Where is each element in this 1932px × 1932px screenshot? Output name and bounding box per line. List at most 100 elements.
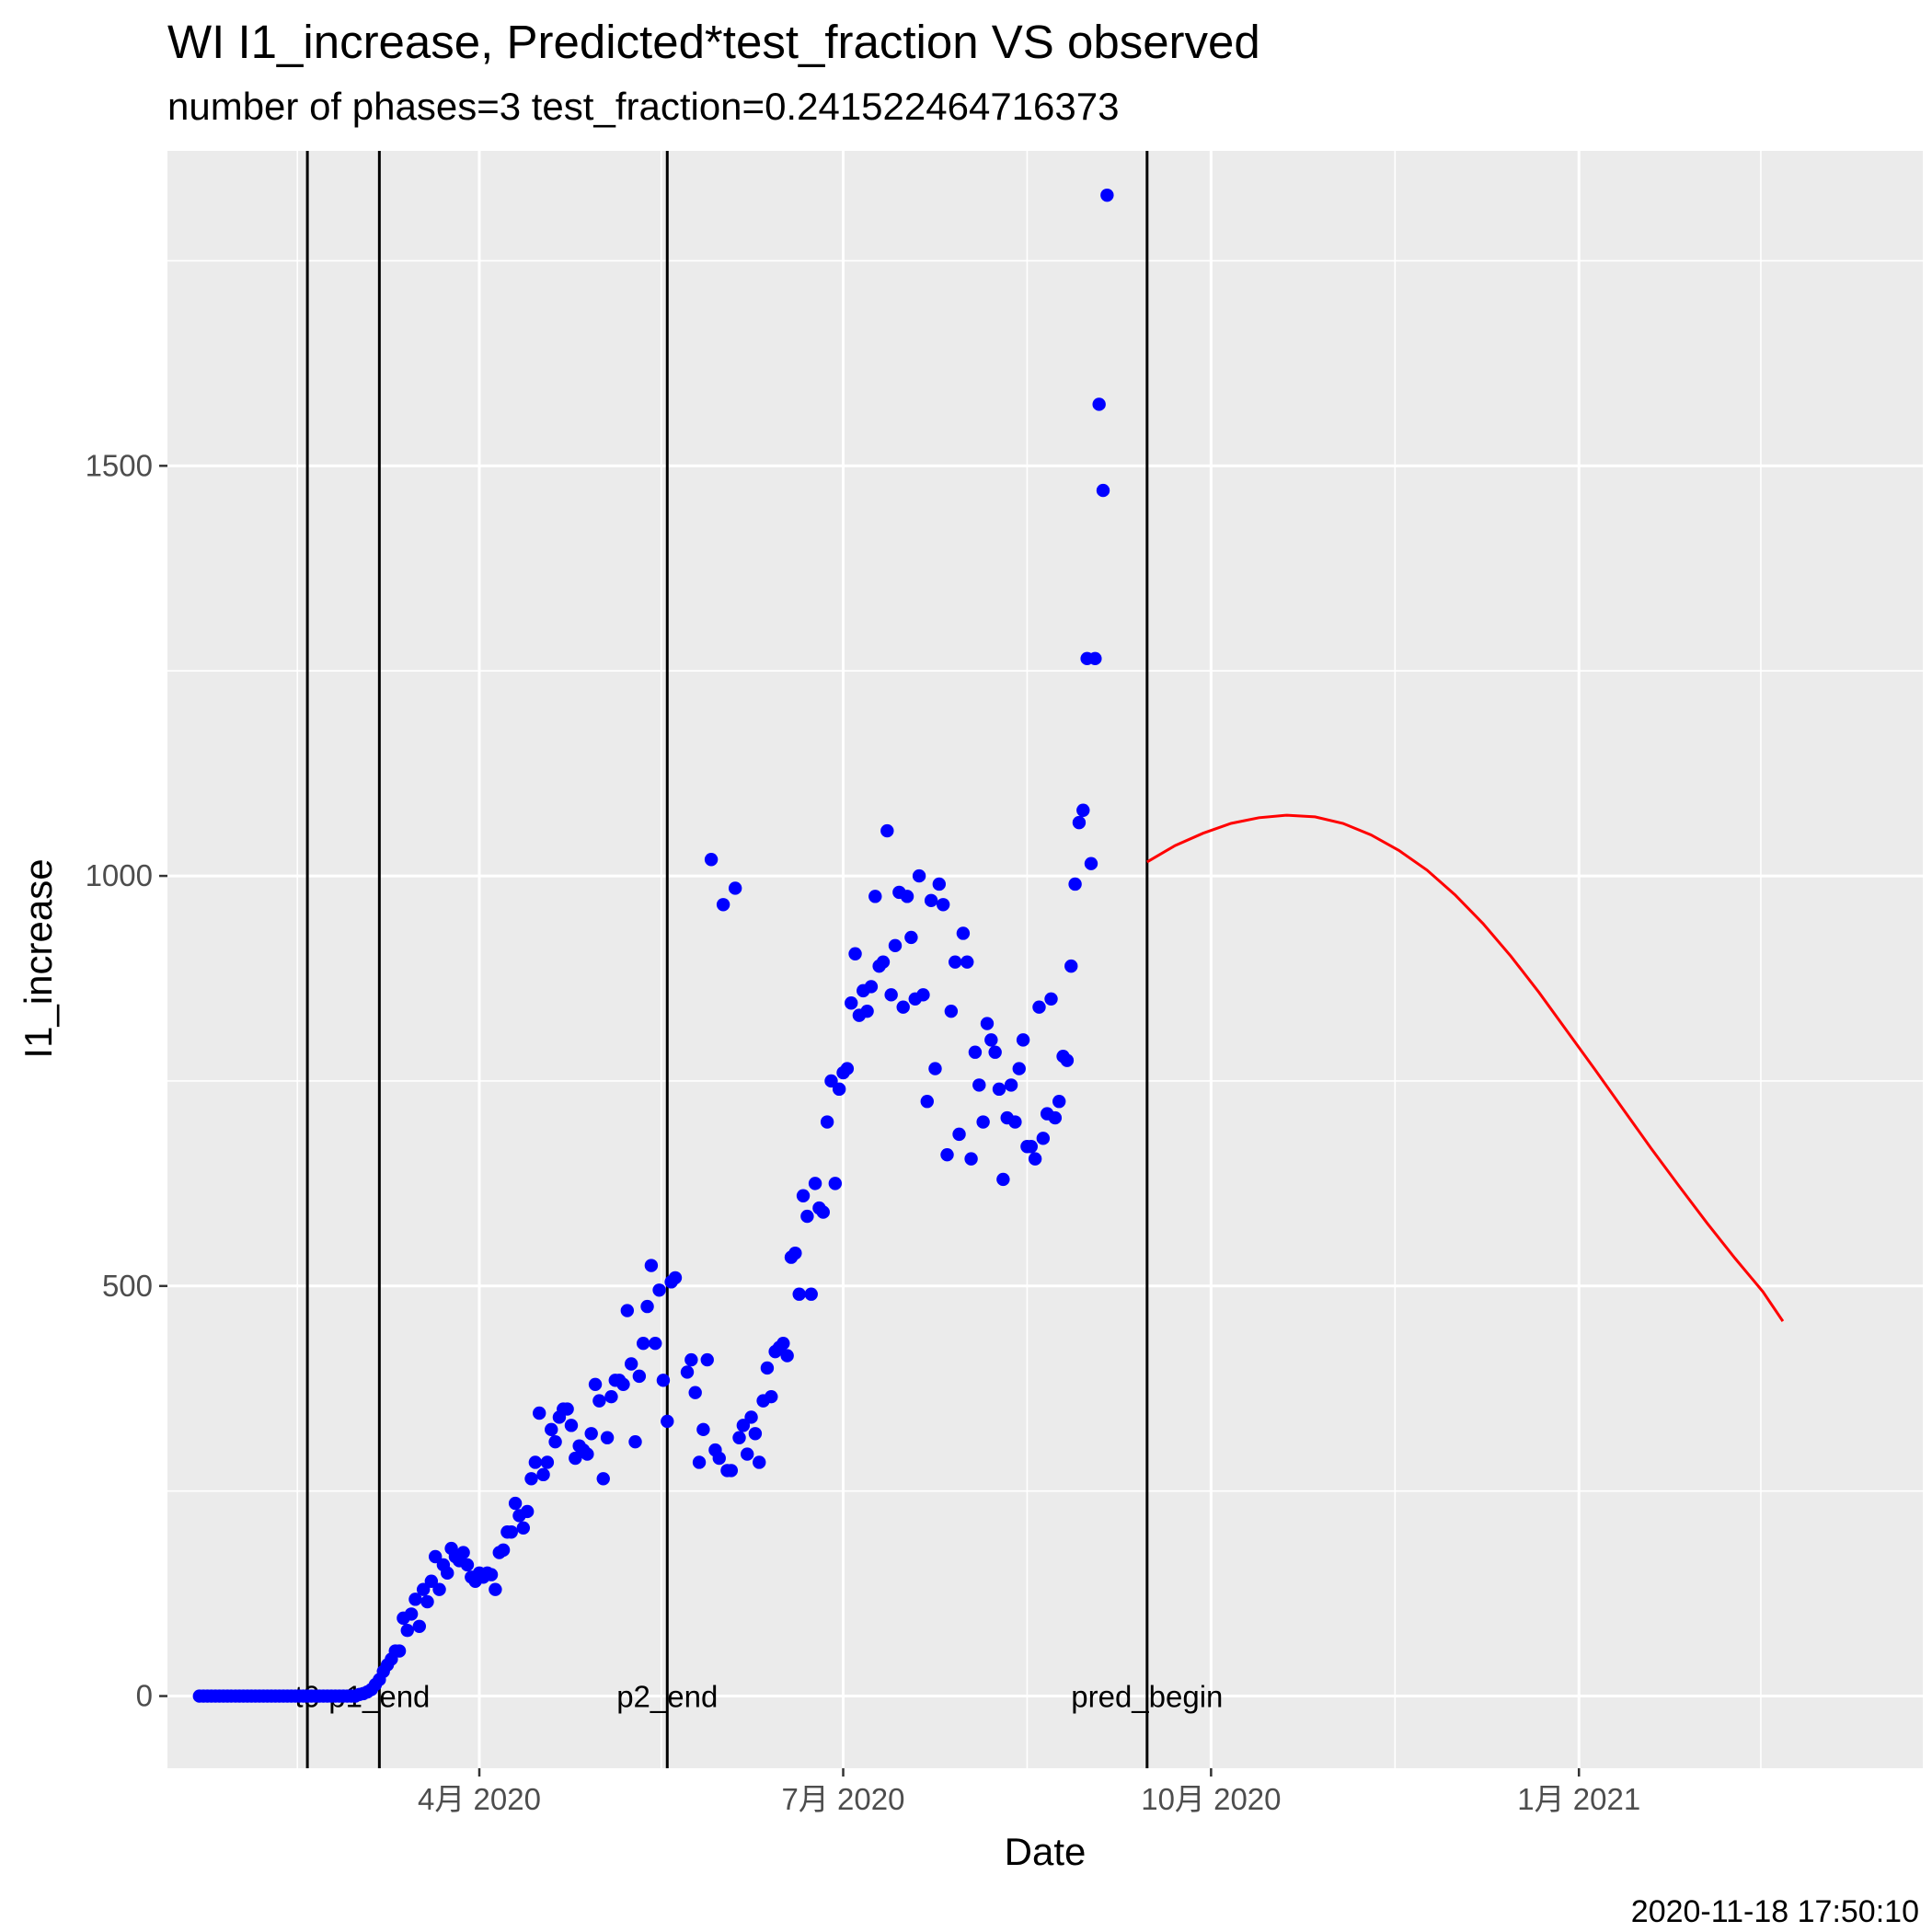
data-point — [1044, 992, 1058, 1006]
data-point — [516, 1521, 531, 1535]
data-point — [545, 1422, 558, 1437]
data-point — [1036, 1132, 1051, 1145]
y-tick-label: 1500 — [86, 448, 153, 482]
data-point — [765, 1389, 778, 1404]
data-point — [592, 1394, 606, 1408]
data-point — [828, 1177, 843, 1190]
data-point — [1052, 1095, 1066, 1109]
data-point — [712, 1451, 726, 1466]
data-point — [980, 1017, 995, 1030]
phase-line-label: pred_begin — [1071, 1680, 1223, 1714]
data-point — [581, 1447, 594, 1461]
data-point — [848, 947, 862, 960]
data-point — [949, 955, 962, 969]
data-point — [432, 1582, 446, 1596]
data-point — [888, 938, 903, 953]
data-point — [620, 1304, 635, 1317]
data-point — [792, 1287, 806, 1301]
data-point — [1088, 651, 1102, 666]
data-point — [832, 1082, 846, 1097]
data-point — [588, 1377, 603, 1391]
data-point — [649, 1337, 662, 1351]
data-point — [604, 1389, 618, 1404]
data-point — [972, 1078, 986, 1092]
data-point — [1084, 857, 1098, 870]
grid-major — [167, 151, 1923, 1768]
data-point — [900, 890, 914, 903]
data-point — [661, 1414, 674, 1429]
data-point — [932, 877, 947, 891]
data-point — [964, 1152, 978, 1166]
data-point — [637, 1337, 650, 1351]
data-point — [912, 868, 926, 883]
data-point — [652, 1283, 666, 1297]
data-point — [716, 898, 730, 912]
x-tick-label: 10月 2020 — [1141, 1782, 1281, 1816]
data-point — [560, 1402, 574, 1416]
data-point — [489, 1582, 502, 1596]
data-point — [944, 1004, 959, 1018]
data-point — [920, 1095, 934, 1109]
x-tick-label: 7月 2020 — [782, 1782, 905, 1816]
data-point — [704, 853, 719, 867]
data-point — [956, 926, 971, 940]
data-point — [748, 1427, 763, 1441]
data-point — [816, 1205, 830, 1219]
data-point — [984, 1033, 998, 1047]
data-point — [736, 1419, 751, 1432]
y-axis-title: I1_increase — [17, 858, 60, 1058]
data-point — [968, 1045, 983, 1059]
data-point — [744, 1410, 758, 1424]
x-axis: 4月 2020 7月 2020 10月 2020 1月 2021 — [418, 1768, 1640, 1816]
data-point — [533, 1406, 546, 1420]
data-point — [776, 1337, 790, 1351]
data-point — [1048, 1110, 1063, 1125]
data-point — [880, 823, 894, 838]
data-point — [952, 1127, 966, 1142]
data-point — [696, 1422, 710, 1437]
data-point — [808, 1177, 822, 1190]
y-tick-label: 0 — [136, 1679, 153, 1713]
phase-line-label: p2_end — [616, 1680, 718, 1714]
data-point — [864, 980, 879, 994]
y-tick-label: 1000 — [86, 858, 153, 892]
data-point — [644, 1259, 659, 1272]
data-point — [596, 1472, 610, 1486]
x-tick-label: 4月 2020 — [418, 1782, 541, 1816]
data-point — [484, 1568, 499, 1581]
data-point — [1060, 1053, 1075, 1067]
data-point — [960, 955, 974, 969]
data-point — [428, 1549, 443, 1564]
data-point — [904, 930, 918, 945]
data-point — [524, 1472, 538, 1486]
data-point — [1076, 803, 1090, 817]
data-point — [988, 1045, 1002, 1059]
grid-minor — [167, 151, 1923, 1768]
data-point — [824, 1074, 838, 1088]
data-point — [680, 1365, 695, 1379]
data-point — [548, 1434, 562, 1449]
data-point — [924, 893, 938, 908]
data-point — [1032, 1000, 1046, 1014]
data-point — [569, 1451, 582, 1466]
data-point — [1068, 877, 1082, 891]
data-point — [460, 1558, 475, 1572]
data-point — [1072, 815, 1087, 830]
data-point — [741, 1447, 754, 1461]
data-point — [1028, 1152, 1042, 1166]
data-point — [1024, 1140, 1038, 1154]
data-point — [800, 1209, 814, 1224]
data-point — [392, 1644, 407, 1658]
predicted-line — [1146, 813, 1785, 1322]
y-axis: 0 500 1000 1500 — [86, 448, 167, 1713]
data-point — [732, 1431, 746, 1444]
data-point — [940, 1147, 954, 1162]
data-point — [400, 1624, 414, 1638]
data-point — [1092, 397, 1106, 411]
data-point — [632, 1369, 647, 1384]
data-point — [724, 1464, 739, 1478]
data-point — [416, 1582, 431, 1596]
data-point — [504, 1525, 518, 1539]
prediction-curve — [1146, 813, 1785, 1322]
data-point — [804, 1287, 818, 1301]
